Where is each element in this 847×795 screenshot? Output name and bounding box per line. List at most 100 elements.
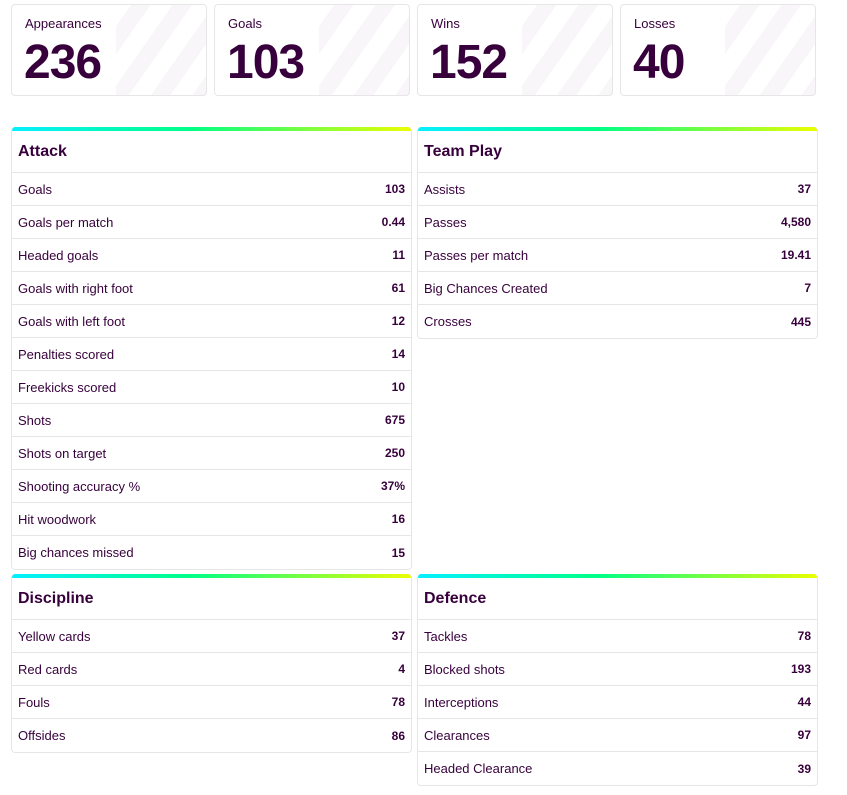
stat-label: Shots — [18, 412, 52, 428]
panel-accent-bar — [12, 127, 411, 131]
panel-title: Team Play — [418, 131, 817, 173]
stat-label: Passes — [424, 214, 467, 230]
stat-card-value: 152 — [430, 36, 508, 89]
stat-row: Penalties scored 14 — [12, 338, 411, 371]
stat-row: Yellow cards 37 — [12, 620, 411, 653]
stat-row: Hit woodwork 16 — [12, 503, 411, 536]
stat-row: Fouls 78 — [12, 686, 411, 719]
panel-title: Discipline — [12, 578, 411, 620]
stat-row: Goals 103 — [12, 173, 411, 206]
stat-label: Headed goals — [18, 247, 99, 263]
stat-value: 4 — [398, 662, 405, 676]
stat-card-value: 40 — [633, 36, 685, 89]
stat-row: Passes per match 19.41 — [418, 239, 817, 272]
stat-value: 675 — [384, 413, 405, 427]
stat-card-label: Wins — [431, 16, 460, 31]
stat-value: 78 — [391, 695, 405, 709]
goals-card: Goals 103 — [214, 4, 410, 96]
stat-value: 86 — [391, 728, 405, 743]
stat-value: 12 — [391, 314, 405, 328]
stat-value: 39 — [797, 761, 811, 776]
stat-label: Big Chances Created — [424, 280, 548, 296]
stat-value: 78 — [797, 629, 811, 643]
stat-row: Goals with left foot 12 — [12, 305, 411, 338]
stat-label: Penalties scored — [18, 346, 115, 362]
stat-value: 4,580 — [780, 215, 811, 229]
discipline-panel: Discipline Yellow cards 37 Red cards 4 Fou… — [11, 574, 412, 753]
stat-card-value: 236 — [24, 36, 102, 89]
stat-row: Big chances missed 15 — [12, 536, 411, 569]
card-background-pattern — [116, 5, 206, 95]
stat-label: Clearances — [424, 727, 490, 743]
stat-value: 193 — [790, 662, 811, 676]
stat-row: Blocked shots 193 — [418, 653, 817, 686]
losses-card: Losses 40 — [620, 4, 816, 96]
appearances-card: Appearances 236 — [11, 4, 207, 96]
stat-card-value: 103 — [227, 36, 305, 89]
stat-label: Tackles — [424, 628, 468, 644]
stat-value: 61 — [391, 281, 405, 295]
stat-label: Interceptions — [424, 694, 499, 710]
stat-card-label: Appearances — [25, 16, 102, 31]
stat-label: Blocked shots — [424, 661, 505, 677]
stat-value: 445 — [790, 314, 811, 329]
stat-label: Headed Clearance — [424, 761, 533, 776]
stat-value: 0.44 — [381, 215, 405, 229]
stat-row: Clearances 97 — [418, 719, 817, 752]
card-background-pattern — [725, 5, 815, 95]
stat-value: 37% — [380, 479, 405, 493]
stat-row: Tackles 78 — [418, 620, 817, 653]
stat-row: Goals per match 0.44 — [12, 206, 411, 239]
stat-card-label: Goals — [228, 16, 262, 31]
stat-label: Shooting accuracy % — [18, 478, 141, 494]
stat-label: Passes per match — [424, 247, 529, 263]
stat-row: Assists 37 — [418, 173, 817, 206]
stat-card-label: Losses — [634, 16, 676, 31]
panel-accent-bar — [418, 574, 817, 578]
stat-value: 44 — [797, 695, 811, 709]
stat-label: Fouls — [18, 694, 50, 710]
stat-label: Goals with left foot — [18, 313, 125, 329]
stat-row: Goals with right foot 61 — [12, 272, 411, 305]
stat-label: Hit woodwork — [18, 511, 97, 527]
stat-value: 97 — [797, 728, 811, 742]
wins-card: Wins 152 — [417, 4, 613, 96]
stat-value: 250 — [384, 446, 405, 460]
attack-panel: Attack Goals 103 Goals per match 0.44 Head… — [11, 127, 412, 570]
stat-label: Shots on target — [18, 445, 107, 461]
stat-value: 14 — [391, 347, 405, 361]
stat-value: 103 — [384, 182, 405, 196]
stat-row: Crosses 445 — [418, 305, 817, 338]
stat-row: Offsides 86 — [12, 719, 411, 752]
card-background-pattern — [319, 5, 409, 95]
stat-label: Goals — [18, 181, 52, 197]
defence-panel: Defence Tackles 78 Blocked shots 193 Inter… — [417, 574, 818, 786]
stat-label: Red cards — [18, 661, 78, 677]
stat-label: Offsides — [18, 728, 66, 743]
stat-row: Interceptions 44 — [418, 686, 817, 719]
stat-row: Freekicks scored 10 — [12, 371, 411, 404]
stat-row: Red cards 4 — [12, 653, 411, 686]
stat-row: Headed Clearance 39 — [418, 752, 817, 785]
stat-value: 37 — [391, 629, 405, 643]
team-play-panel: Team Play Assists 37 Passes 4,580 Passes p… — [417, 127, 818, 339]
stat-row: Shooting accuracy % 37% — [12, 470, 411, 503]
panel-accent-bar — [418, 127, 817, 131]
stat-value: 7 — [804, 281, 811, 295]
stat-value: 19.41 — [780, 248, 811, 262]
stat-row: Passes 4,580 — [418, 206, 817, 239]
stat-value: 11 — [392, 248, 405, 262]
panel-title: Attack — [12, 131, 411, 173]
stat-label: Crosses — [424, 314, 472, 329]
card-background-pattern — [522, 5, 612, 95]
stat-label: Goals with right foot — [18, 280, 133, 296]
stat-value: 37 — [797, 182, 811, 196]
stat-row: Shots 675 — [12, 404, 411, 437]
stat-value: 10 — [391, 380, 405, 394]
stat-label: Goals per match — [18, 214, 114, 230]
stat-row: Shots on target 250 — [12, 437, 411, 470]
panel-title: Defence — [418, 578, 817, 620]
stat-label: Big chances missed — [18, 545, 134, 560]
stat-value: 16 — [391, 512, 405, 526]
stat-row: Big Chances Created 7 — [418, 272, 817, 305]
